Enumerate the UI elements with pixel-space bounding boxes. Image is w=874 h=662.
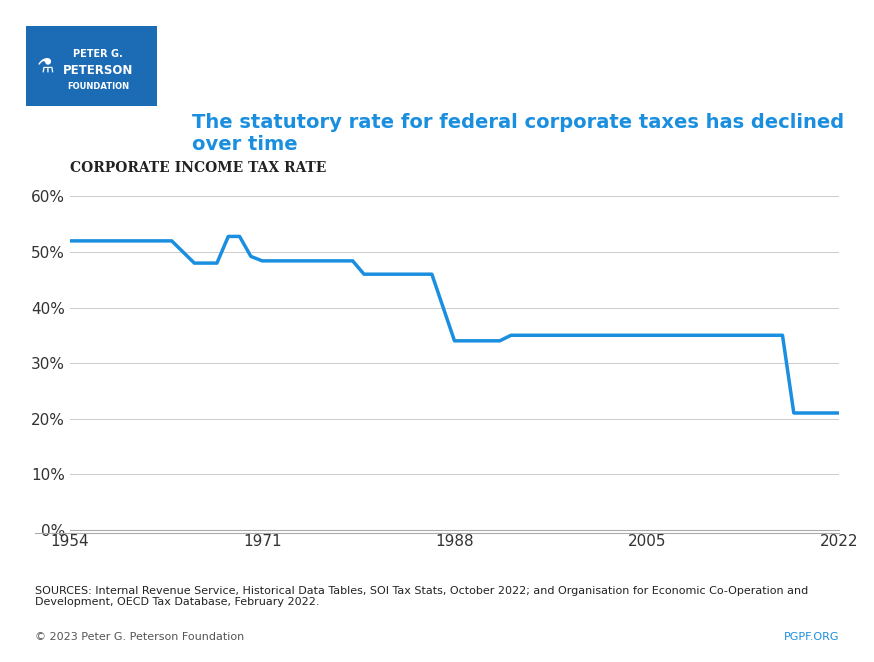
- Text: PETER G.: PETER G.: [73, 49, 123, 60]
- Text: CORPORATE INCOME TAX RATE: CORPORATE INCOME TAX RATE: [70, 162, 326, 175]
- Text: The statutory rate for federal corporate taxes has declined
over time: The statutory rate for federal corporate…: [192, 113, 844, 154]
- Text: © 2023 Peter G. Peterson Foundation: © 2023 Peter G. Peterson Foundation: [35, 632, 244, 642]
- Text: FOUNDATION: FOUNDATION: [67, 81, 129, 91]
- Text: PGPF.ORG: PGPF.ORG: [783, 632, 839, 642]
- Text: ⚗: ⚗: [37, 57, 55, 75]
- Text: PETERSON: PETERSON: [63, 64, 134, 77]
- Text: SOURCES: Internal Revenue Service, Historical Data Tables, SOI Tax Stats, Octobe: SOURCES: Internal Revenue Service, Histo…: [35, 586, 808, 608]
